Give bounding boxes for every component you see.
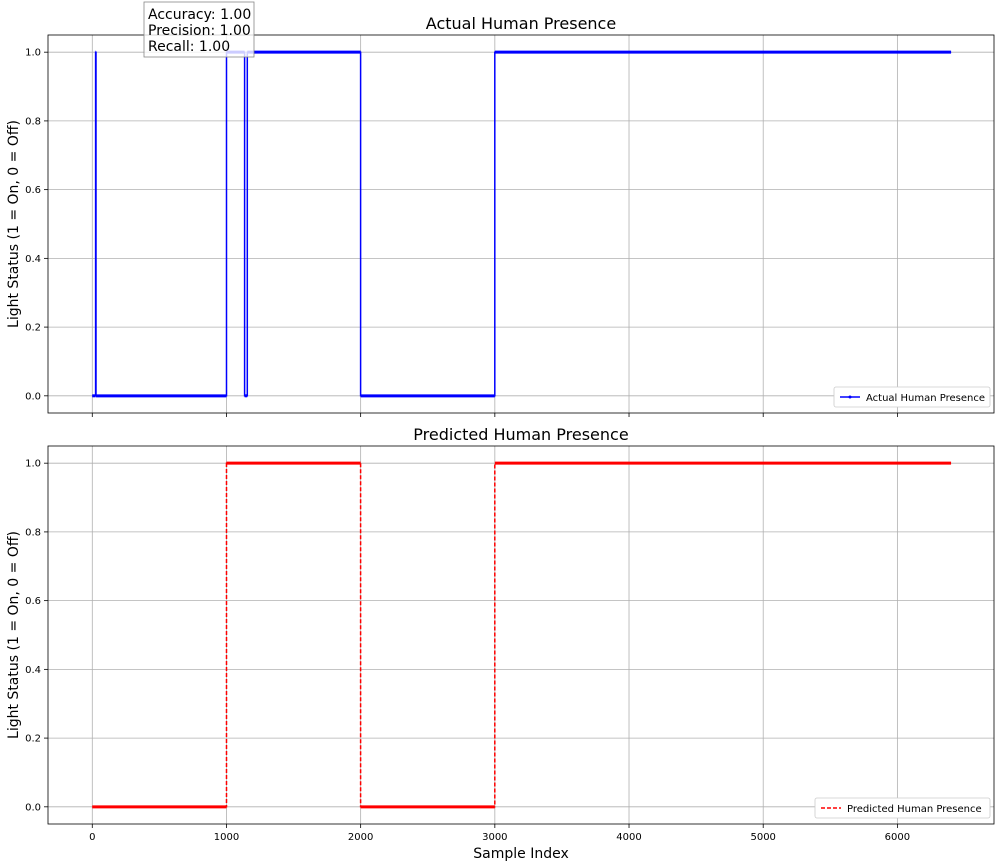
y-axis-label: Light Status (1 = On, 0 = Off) [6,531,22,739]
x-axis-label: Sample Index [473,846,568,862]
y-tick-label: 0.4 [25,254,41,265]
subplot-title: Predicted Human Presence [413,425,628,444]
y-tick-label: 0.8 [25,527,41,538]
x-tick-label: 2000 [348,832,373,843]
series-line-1 [92,462,952,808]
series-line-1 [92,51,952,397]
legend: Predicted Human Presence [814,797,991,819]
recall-text: Recall: 1.00 [148,39,230,55]
y-tick-label: 1.0 [25,459,41,470]
x-tick-label: 0 [89,832,95,843]
y-tick-label: 0.0 [25,391,41,402]
y-tick-label: 0.6 [25,185,41,196]
metrics-box-frame [143,1,255,58]
x-tick-label: 1000 [214,832,239,843]
legend-box [833,386,991,408]
y-tick-label: 0.0 [25,802,41,813]
y-tick-label: 0.6 [25,596,41,607]
legend-box [814,797,991,819]
legend-marker [848,395,852,399]
legend: Actual Human Presence [833,386,991,408]
axes-frame [47,34,995,414]
legend-label: Predicted Human Presence [847,804,982,815]
y-tick-label: 0.4 [25,665,41,676]
y-tick-label: 0.2 [25,323,41,334]
x-tick-label: 3000 [482,832,507,843]
y-tick-label: 0.8 [25,116,41,127]
subplot-1: 0.0 0.2 0.4 0.6 0.8 1.0 Actual Human Presence L… [6,1,995,417]
y-tick-label: 0.2 [25,734,41,745]
accuracy-text: Accuracy: 1.00 [148,7,251,23]
subplot-title: Actual Human Presence [426,14,616,33]
subplot-2: 0 1000 2000 3000 4000 5000 6000 0.0 0.2 0.4 0.6 0.8… [6,425,995,862]
x-tick-label: 4000 [616,832,641,843]
precision-text: Precision: 1.00 [148,23,251,39]
axes-frame [47,445,995,825]
y-axis-label: Light Status (1 = On, 0 = Off) [6,120,22,328]
x-tick-label: 5000 [750,832,775,843]
x-tick-label: 6000 [885,832,910,843]
legend-label: Actual Human Presence [866,393,985,404]
y-tick-label: 1.0 [25,48,41,59]
